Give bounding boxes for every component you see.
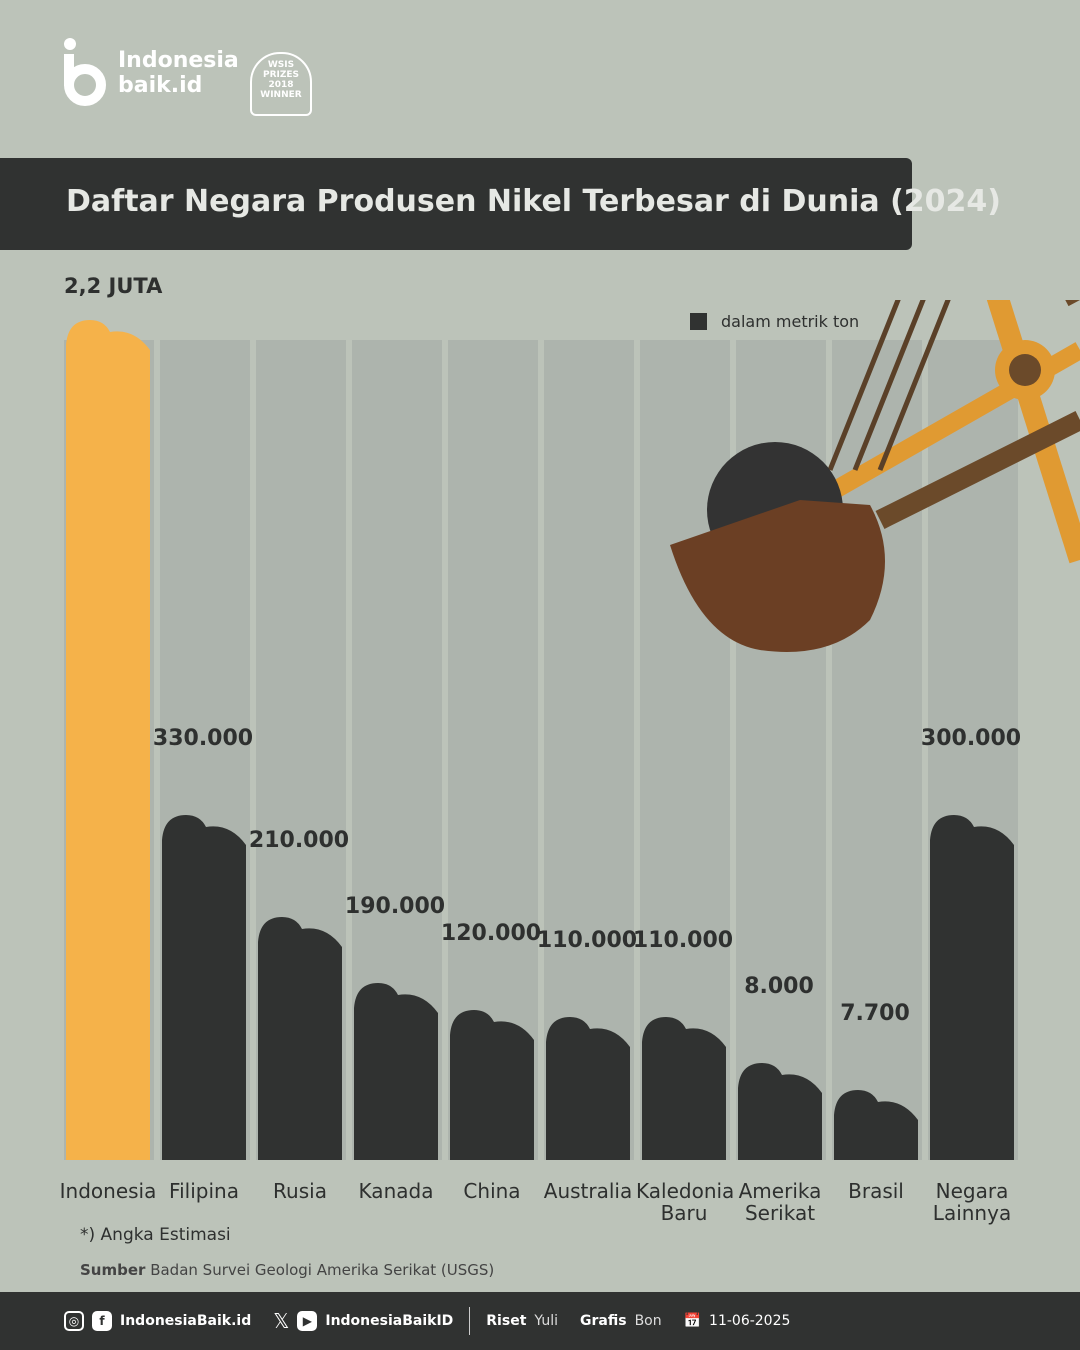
bar-china — [450, 1010, 534, 1160]
category-label: Australia — [543, 1179, 633, 1203]
footer: ◎ f IndonesiaBaik.id 𝕏 ▶ IndonesiaBaikID… — [0, 1292, 1080, 1350]
date: 11-06-2025 — [709, 1313, 791, 1329]
bar-amerika-serikat — [738, 1063, 822, 1160]
legend-label: dalam metrik ton — [721, 312, 860, 331]
category-label: Negara Lainnya — [932, 1179, 1012, 1225]
instagram-icon[interactable]: ◎ — [64, 1311, 84, 1331]
bar-negara-lainnya — [930, 815, 1014, 1160]
bar-filipina — [162, 815, 246, 1160]
value-label: 300.000 — [921, 726, 1021, 751]
bar-kanada — [354, 983, 438, 1160]
brand-line2: baik.id — [118, 73, 203, 98]
riset-label: Riset — [486, 1313, 527, 1329]
riset-name: Yuli — [534, 1313, 558, 1329]
value-label: 210.000 — [249, 828, 349, 853]
page-title: Daftar Negara Produsen Nikel Terbesar di… — [66, 184, 1002, 219]
category-label: Amerika Serikat — [738, 1179, 822, 1225]
label-indonesia: 2,2 JUTA — [64, 274, 163, 298]
brand-logo: Indonesia baik.id — [62, 38, 239, 108]
youtube-icon[interactable]: ▶ — [297, 1311, 318, 1331]
logo-mark-icon — [62, 38, 108, 108]
value-label: 8.000 — [744, 974, 814, 999]
bar-indonesia — [66, 320, 150, 1160]
handle-2[interactable]: IndonesiaBaikID — [325, 1313, 454, 1329]
value-label: 7.700 — [840, 1001, 910, 1026]
wsis-award-badge: WSIS PRIZES 2018 WINNER — [250, 52, 312, 116]
excavator-illustration — [670, 300, 1080, 652]
divider — [469, 1307, 471, 1335]
category-label: Kaledonia Baru — [636, 1179, 735, 1225]
bar-chart: 330.000210.000190.000120.000110.000110.0… — [64, 300, 1080, 1160]
bar-rusia — [258, 917, 342, 1160]
legend-swatch — [690, 313, 707, 330]
legend: dalam metrik ton — [690, 312, 859, 331]
handle-1[interactable]: IndonesiaBaik.id — [120, 1313, 252, 1329]
category-label: China — [463, 1179, 521, 1203]
x-icon[interactable]: 𝕏 — [273, 1309, 290, 1333]
calendar-icon: 📅 — [683, 1313, 702, 1329]
bar-kaledonia-baru — [642, 1017, 726, 1160]
estimate-note: *) Angka Estimasi — [80, 1225, 231, 1245]
grafis-label: Grafis — [580, 1313, 627, 1329]
category-label: Brasil — [848, 1179, 904, 1203]
value-label: 190.000 — [345, 894, 445, 919]
category-label: Kanada — [358, 1179, 434, 1203]
category-label: Indonesia — [59, 1179, 157, 1203]
category-label: Filipina — [169, 1179, 239, 1203]
facebook-icon[interactable]: f — [92, 1311, 112, 1331]
value-label: 120.000 — [441, 921, 541, 946]
value-label: 110.000 — [537, 928, 637, 953]
grafis-name: Bon — [634, 1313, 662, 1329]
value-label: 330.000 — [153, 726, 253, 751]
brand-line1: Indonesia — [118, 48, 239, 73]
category-label: Rusia — [273, 1179, 327, 1203]
source-note: Sumber Badan Survei Geologi Amerika Seri… — [80, 1261, 495, 1279]
bar-brasil — [834, 1090, 918, 1160]
value-label: 110.000 — [633, 928, 733, 953]
title-bar: Daftar Negara Produsen Nikel Terbesar di… — [0, 158, 1001, 250]
bar-australia — [546, 1017, 630, 1160]
